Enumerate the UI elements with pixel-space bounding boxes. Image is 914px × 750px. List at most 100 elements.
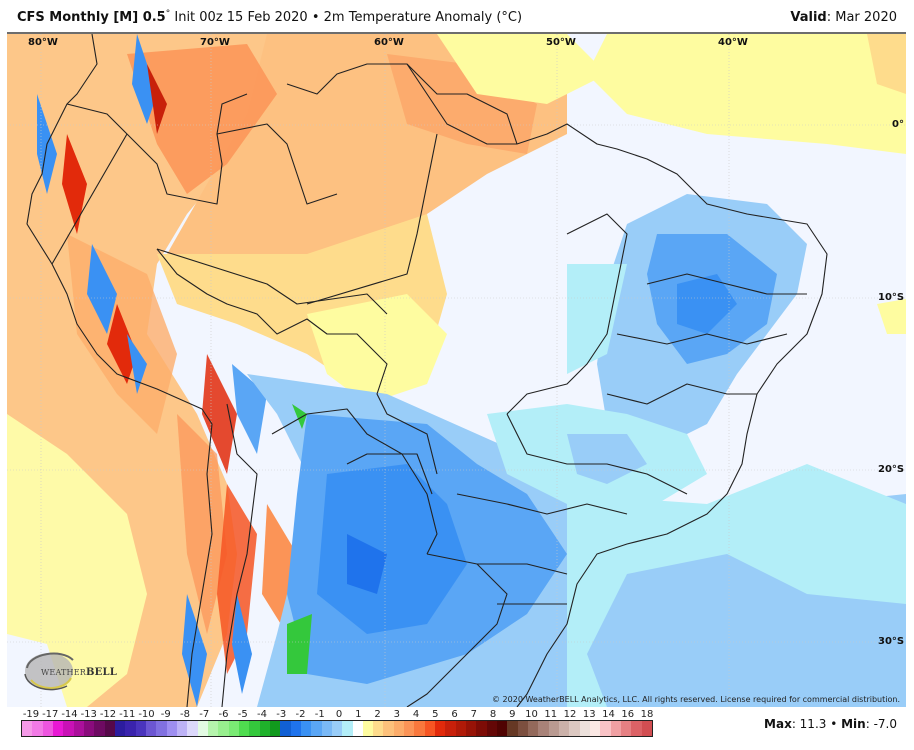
valid-value: : Mar 2020	[826, 10, 897, 25]
colorbar-tick-label: -4	[257, 709, 267, 720]
variable-name: 2m Temperature Anomaly (°C)	[323, 10, 523, 25]
colorbar-swatch	[280, 721, 291, 736]
model-name: CFS Monthly [M] 0.5	[17, 10, 166, 25]
colorbar-swatch	[445, 721, 456, 736]
lat-label-0: 0°	[892, 119, 904, 130]
colorbar-swatch	[517, 721, 529, 736]
colorbar-swatch	[455, 721, 467, 736]
colorbar-tick-label: -9	[160, 709, 171, 720]
colorbar-tick-label: 3	[393, 709, 400, 720]
colorbar-swatch	[383, 721, 394, 736]
valid-label: Valid	[790, 10, 827, 25]
weatherbell-logo: WEATHERBELL	[21, 646, 117, 696]
colorbar-swatch	[32, 721, 43, 736]
colorbar-tick-label: -1	[314, 709, 325, 720]
header: CFS Monthly [M] 0.5° Init 00z 15 Feb 202…	[0, 0, 914, 32]
max-value: : 11.3	[791, 717, 827, 731]
colorbar-swatch	[486, 721, 498, 736]
colorbar-swatch	[125, 721, 136, 736]
min-value: : -7.0	[865, 717, 897, 731]
colorbar-tick-label: -8	[180, 709, 190, 720]
colorbar-swatch	[497, 721, 508, 736]
colorbar-swatch	[238, 721, 250, 736]
colorbar-swatch	[621, 721, 632, 736]
colorbar-swatch	[187, 721, 198, 736]
colorbar-tick-labels: -19 -17 -14 -13 -12 -11 -10 -9 -8 -7 -6 -5 -4 -3 -2 -1 0…	[0, 709, 914, 721]
stats-separator: •	[826, 717, 842, 731]
colorbar-swatch	[156, 721, 167, 736]
colorbar-tick-label: 5	[432, 709, 439, 720]
lon-label-40w: 40°W	[718, 37, 748, 48]
colorbar-swatch	[476, 721, 487, 736]
colorbar-swatch	[52, 721, 64, 736]
colorbar-swatch	[373, 721, 384, 736]
anomaly-map: 80°W 70°W 60°W 50°W 40°W 0° 10°S 20°S 30…	[7, 32, 906, 707]
colorbar-swatch	[600, 721, 611, 736]
colorbar-swatch	[538, 721, 549, 736]
colorbar-tick-label: -19	[22, 709, 40, 720]
colorbar-swatch	[83, 721, 95, 736]
colorbar-swatch	[22, 721, 33, 736]
colorbar-swatch	[414, 721, 425, 736]
colorbar-swatch	[352, 721, 363, 736]
colorbar-swatch	[269, 721, 281, 736]
lat-label-20s: 20°S	[878, 464, 905, 475]
colorbar-tick-label: 18	[640, 709, 654, 720]
colorbar-swatch	[548, 721, 560, 736]
colorbar-swatch	[176, 721, 188, 736]
colorbar-swatch	[435, 721, 446, 736]
logo-text: WEATHERBELL	[41, 667, 117, 678]
colorbar-tick-label: 9	[509, 709, 516, 720]
colorbar-swatch	[590, 721, 601, 736]
colorbar-swatch	[42, 721, 53, 736]
colorbar-swatch	[528, 721, 539, 736]
max-label: Max	[764, 717, 792, 731]
colorbar-tick-label: -13	[80, 709, 97, 720]
lat-label-30s: 30°S	[878, 636, 905, 647]
colorbar-swatch	[166, 721, 177, 736]
colorbar-tick-label: 4	[412, 709, 420, 720]
colorbar-swatch	[321, 721, 332, 736]
map-field	[7, 34, 906, 707]
colorbar-swatch	[114, 721, 126, 736]
map-title: CFS Monthly [M] 0.5° Init 00z 15 Feb 202…	[17, 9, 523, 25]
colorbar-tick-label: -6	[218, 709, 229, 720]
degree-symbol: °	[165, 9, 171, 19]
colorbar-swatch	[404, 721, 415, 736]
colorbar-swatch	[145, 721, 157, 736]
colorbar	[21, 720, 653, 737]
colorbar-swatch	[466, 721, 477, 736]
colorbar-swatch	[63, 721, 74, 736]
lon-label-50w: 50°W	[546, 37, 576, 48]
colorbar-swatch	[135, 721, 146, 736]
init-time: Init 00z 15 Feb 2020	[174, 10, 308, 25]
colorbar-swatch	[300, 721, 312, 736]
colorbar-swatch	[197, 721, 208, 736]
logo-prefix: WEATHER	[41, 668, 86, 677]
colorbar-swatch	[507, 721, 518, 736]
logo-suffix: BELL	[85, 667, 117, 678]
colorbar-tick-label: 12	[563, 709, 577, 720]
colorbar-tick-label: -17	[42, 709, 59, 720]
colorbar-swatch	[569, 721, 580, 736]
colorbar-swatch	[228, 721, 239, 736]
colorbar-tick-label: -12	[99, 709, 117, 720]
colorbar-swatch	[342, 721, 353, 736]
colorbar-swatch	[207, 721, 219, 736]
colorbar-swatch	[579, 721, 591, 736]
colorbar-tick-label: -14	[61, 709, 78, 720]
lon-label-60w: 60°W	[374, 37, 404, 48]
colorbar-swatch	[631, 721, 642, 736]
colorbar-tick-label: 11	[544, 709, 558, 720]
colorbar-tick-label: 10	[525, 709, 538, 720]
colorbar-swatch	[424, 721, 436, 736]
lon-label-80w: 80°W	[28, 37, 58, 48]
logo-swirl-icon	[24, 652, 74, 691]
colorbar-tick-label: 13	[582, 709, 596, 720]
colorbar-swatch	[559, 721, 570, 736]
min-label: Min	[841, 717, 866, 731]
colorbar-swatch	[393, 721, 405, 736]
colorbar-tick-label: -10	[138, 709, 155, 720]
valid-date: Valid: Mar 2020	[790, 10, 897, 25]
colorbar-swatch	[311, 721, 322, 736]
